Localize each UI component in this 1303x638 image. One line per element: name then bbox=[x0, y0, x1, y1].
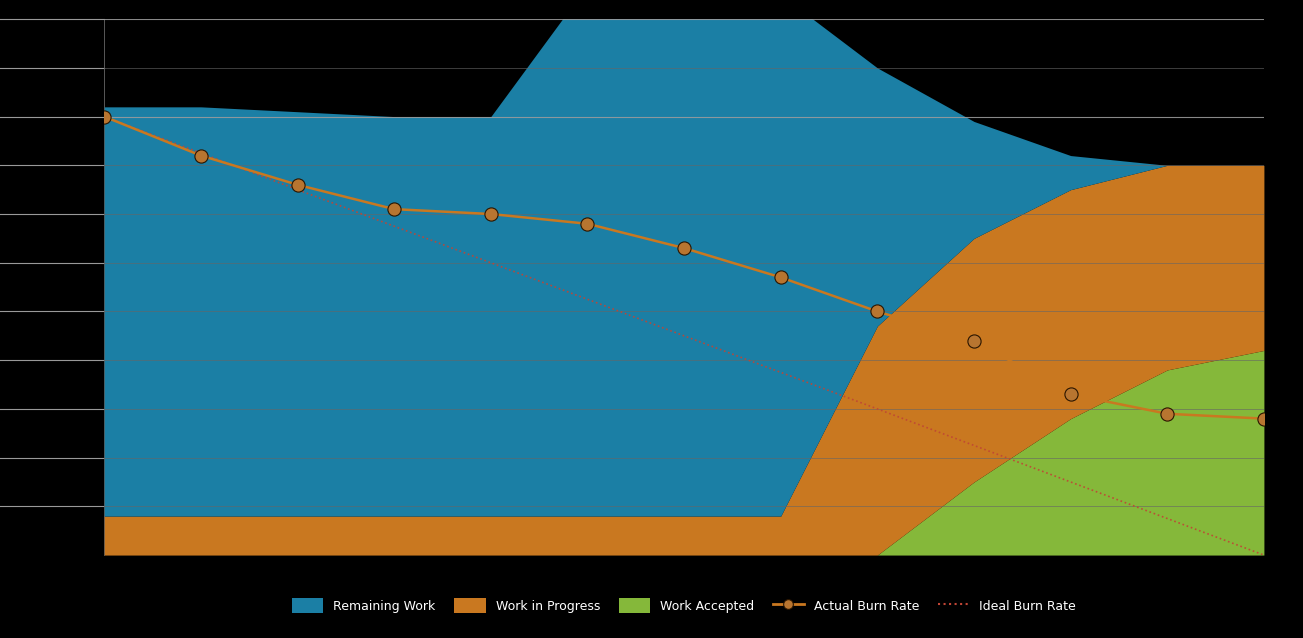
Point bbox=[674, 243, 694, 253]
Point bbox=[1157, 409, 1178, 419]
Point bbox=[383, 204, 404, 214]
Point bbox=[481, 209, 502, 219]
Point bbox=[287, 180, 308, 190]
Point bbox=[577, 219, 598, 229]
Point bbox=[190, 151, 211, 161]
Point bbox=[963, 336, 984, 346]
Point bbox=[1253, 413, 1274, 424]
Point bbox=[866, 306, 887, 316]
Point bbox=[770, 272, 791, 283]
Legend: Remaining Work, Work in Progress, Work Accepted, Actual Burn Rate, Ideal Burn Ra: Remaining Work, Work in Progress, Work A… bbox=[287, 593, 1081, 618]
Point bbox=[1061, 389, 1081, 399]
Point bbox=[94, 112, 115, 122]
